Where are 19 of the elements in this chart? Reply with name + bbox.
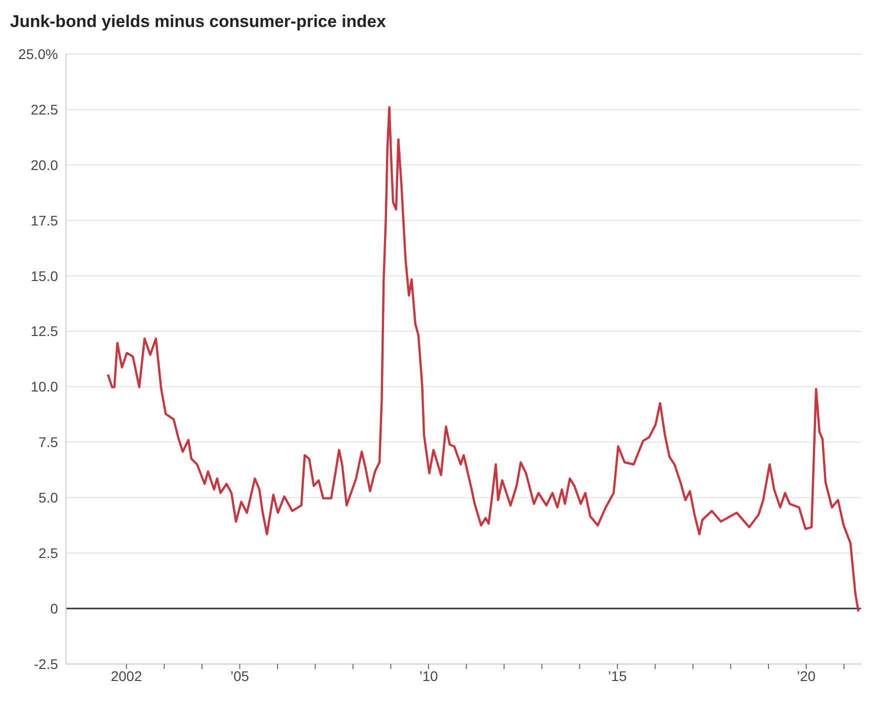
x-tick-label: ’20: [796, 668, 816, 684]
x-tick-label: ’10: [419, 668, 438, 684]
y-tick-label: 7.5: [38, 434, 58, 450]
y-tick-label: 22.5: [30, 101, 58, 118]
x-tick-label: 2002: [110, 668, 142, 684]
y-tick-label: 0: [50, 600, 58, 617]
y-tick-label: 17.5: [30, 212, 58, 228]
y-tick-label: 2.5: [38, 545, 58, 562]
line-series: [106, 106, 860, 613]
y-tick-label: 10.0: [30, 378, 58, 395]
chart-title: Junk-bond yields minus consumer-price index: [9, 11, 387, 33]
y-tick-label: 12.5: [30, 323, 58, 340]
x-tick-label: ’05: [230, 668, 250, 684]
y-tick-label: 5.0: [38, 490, 58, 506]
x-tick-label: ’15: [608, 668, 627, 684]
y-tick-label: -2.5: [34, 656, 58, 672]
y-tick-label: 20.0: [30, 156, 58, 173]
y-tick-label: 25.0%: [18, 46, 58, 62]
y-tick-label: 15.0: [30, 268, 58, 284]
